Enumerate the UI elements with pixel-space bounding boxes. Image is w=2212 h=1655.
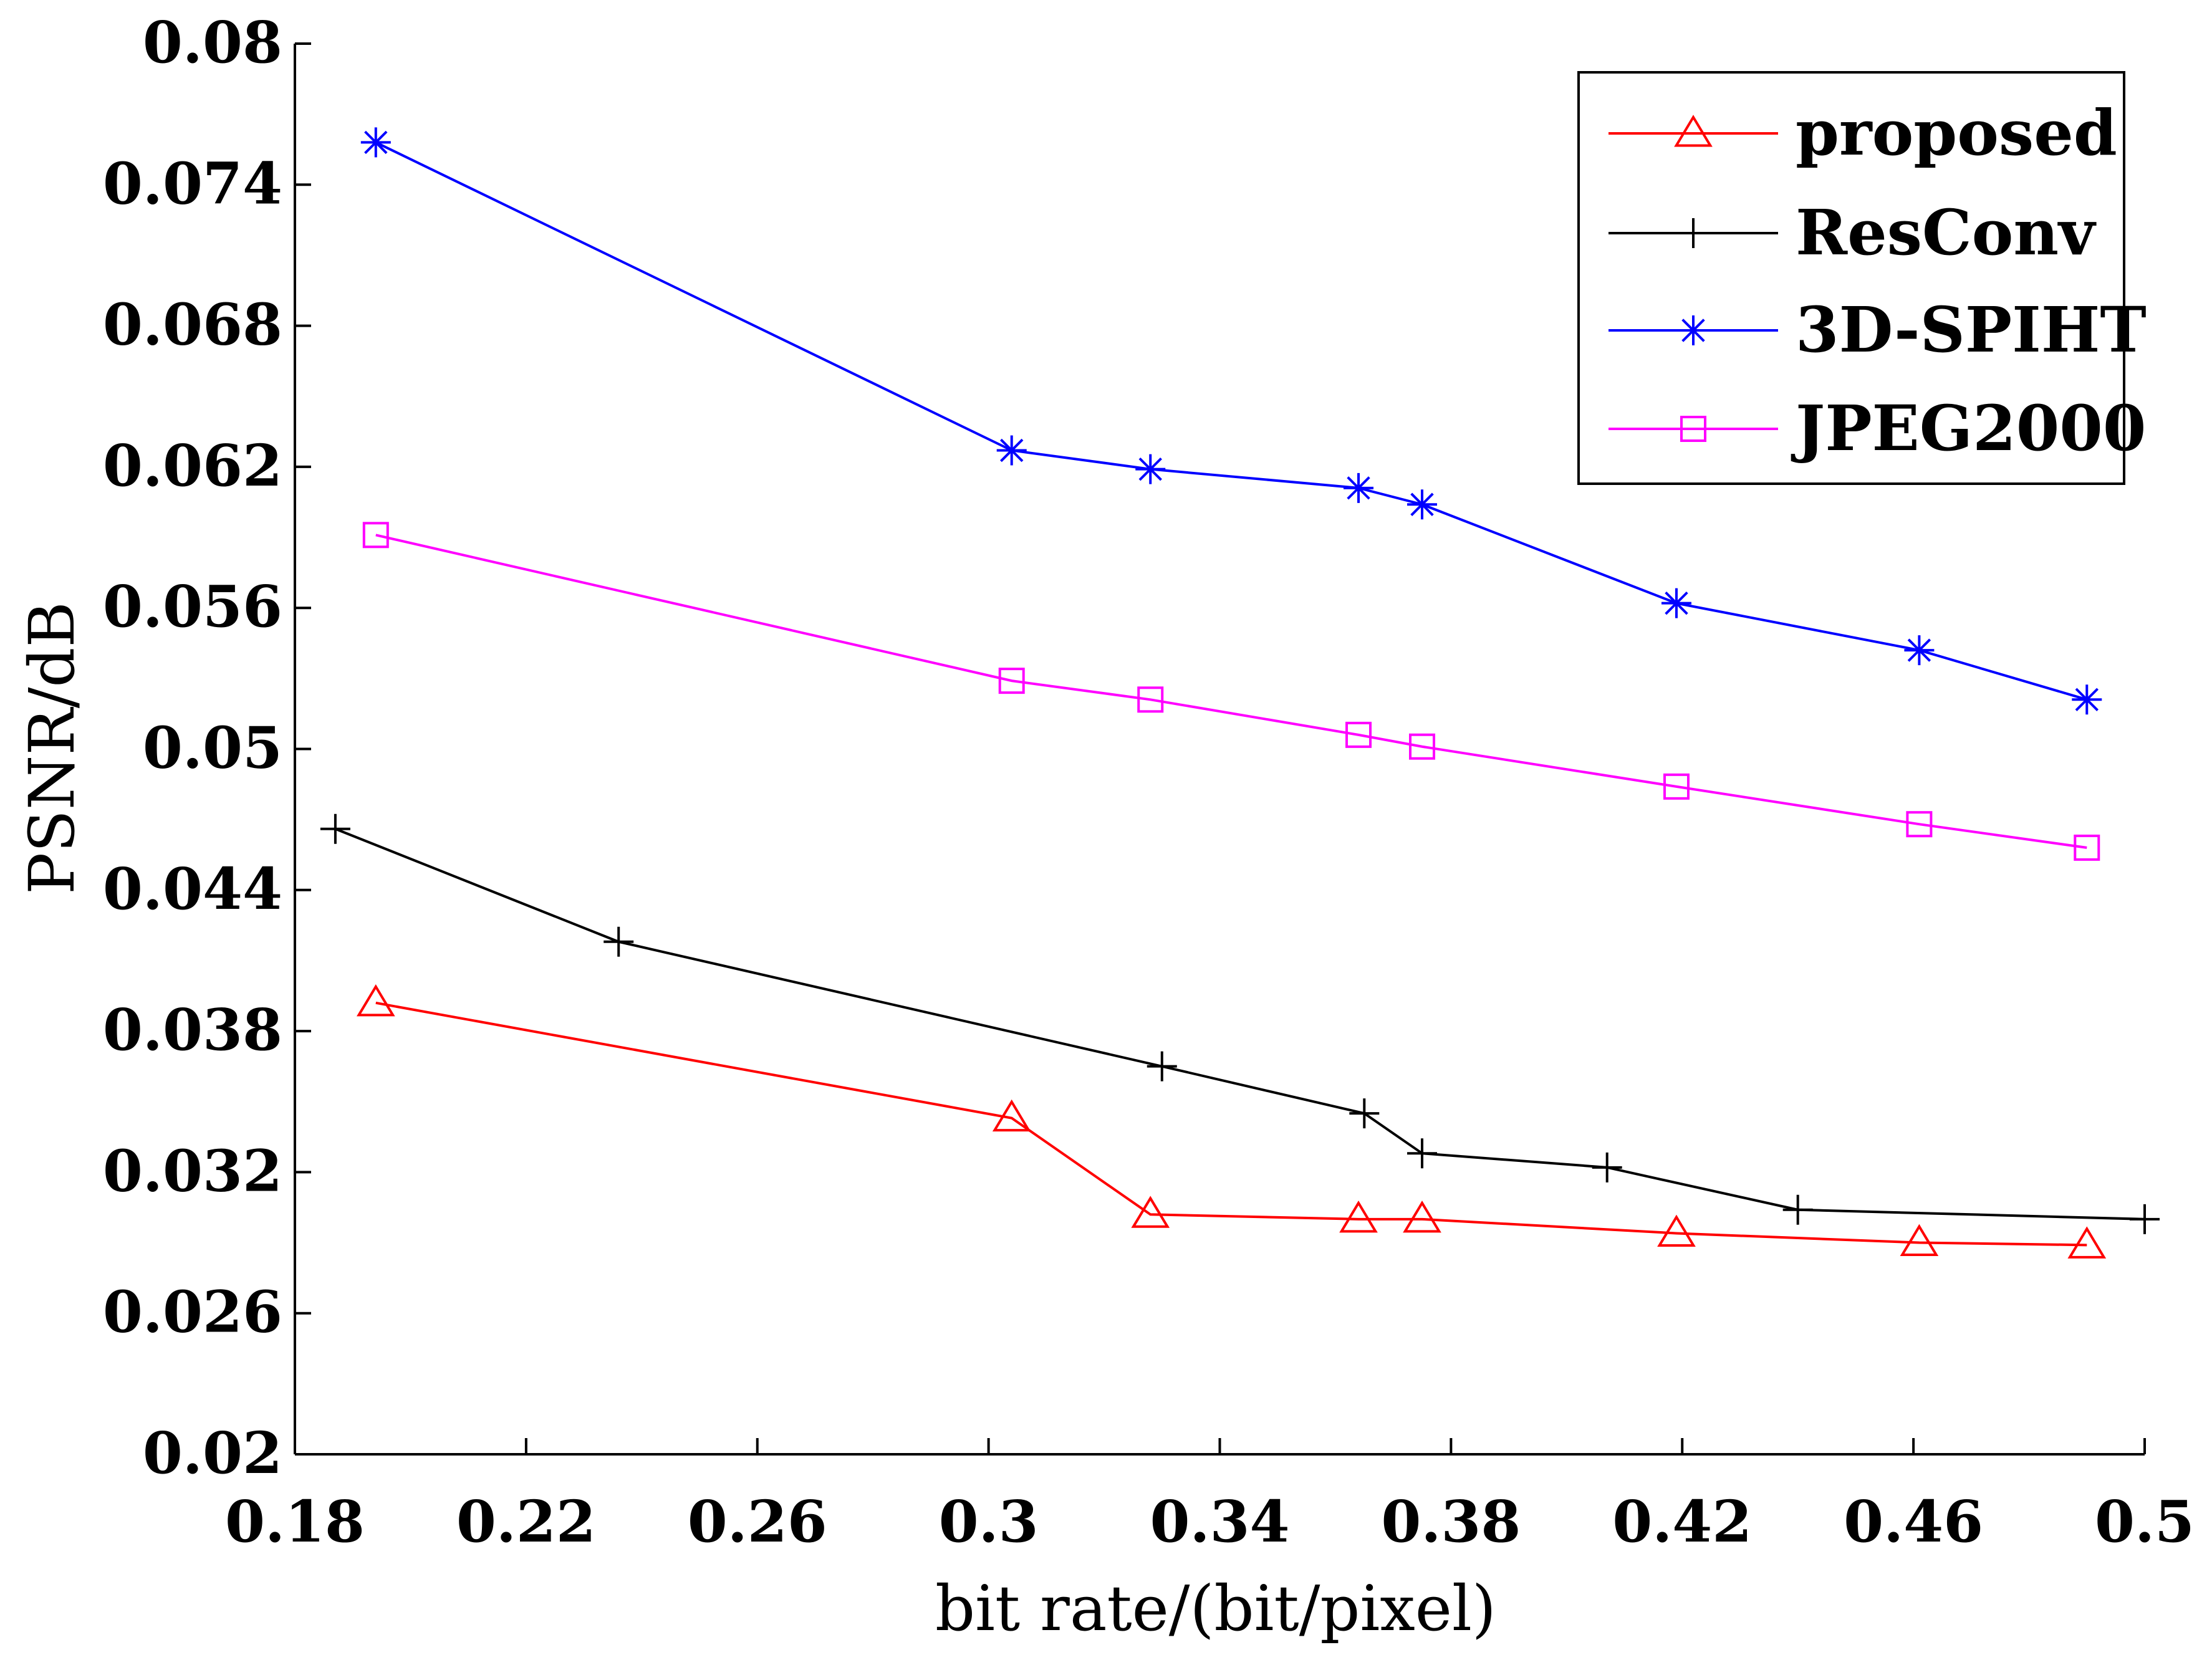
data-point-jpeg2000 xyxy=(1663,773,1690,800)
data-point-proposed xyxy=(356,984,395,1017)
x-tick-label: 0.3 xyxy=(939,1488,1039,1555)
legend-marker-jpeg2000 xyxy=(1680,416,1706,442)
legend-label-resconv: ResConv xyxy=(1796,196,2097,269)
y-tick-label: 0.068 xyxy=(103,291,282,358)
data-point-proposed xyxy=(1657,1214,1696,1247)
data-point-3d-spiht-d2 xyxy=(364,130,388,155)
data-point-jpeg2000 xyxy=(1137,686,1164,713)
y-tick-label: 0.026 xyxy=(103,1278,282,1346)
data-point-3d-spiht-d2 xyxy=(2075,688,2099,711)
data-point-resconv xyxy=(2130,1204,2160,1234)
legend-marker-proposed xyxy=(1674,115,1713,147)
data-point-proposed xyxy=(1339,1200,1378,1233)
y-tick-label: 0.038 xyxy=(103,996,282,1063)
x-tick-label: 0.38 xyxy=(1381,1488,1521,1555)
legend-label-3d-spiht: 3D-SPIHT xyxy=(1796,293,2147,367)
data-point-proposed xyxy=(1403,1200,1441,1233)
legend-label-jpeg2000: JPEG2000 xyxy=(1791,391,2146,465)
legend: proposed ResConv 3D-SPIHT JPEG2000 xyxy=(1577,71,2147,485)
series-line-resconv xyxy=(335,827,2145,1221)
y-tick-label: 0.062 xyxy=(103,432,282,499)
x-tick-label: 0.34 xyxy=(1150,1488,1289,1555)
x-tick-label: 0.22 xyxy=(456,1488,596,1555)
x-axis-title: bit rate/(bit/pixel) xyxy=(935,1572,1496,1645)
data-point-resconv xyxy=(603,926,634,957)
y-tick-label: 0.074 xyxy=(103,150,282,217)
data-point-resconv xyxy=(1407,1138,1438,1169)
data-point-3d-spiht xyxy=(1407,489,1438,520)
series-resconv xyxy=(320,813,2160,1234)
x-tick-label: 0.18 xyxy=(225,1488,365,1555)
series-layer xyxy=(320,127,2160,1259)
x-tick-label: 0.26 xyxy=(688,1488,827,1555)
series-line-proposed xyxy=(375,1001,2087,1247)
y-tick-label: 0.02 xyxy=(143,1419,282,1487)
legend-marker-3d-spiht xyxy=(1678,315,1708,345)
y-tick-label: 0.05 xyxy=(143,714,282,782)
data-point-3d-spiht xyxy=(1904,635,1935,666)
data-point-3d-spiht-d2 xyxy=(1000,438,1024,463)
data-point-proposed xyxy=(1900,1224,1939,1257)
data-point-proposed xyxy=(1131,1196,1170,1228)
data-point-3d-spiht-d2 xyxy=(1138,457,1162,481)
data-point-3d-spiht xyxy=(1344,473,1374,503)
series-proposed xyxy=(356,984,2107,1259)
data-point-resconv xyxy=(1147,1051,1177,1082)
legend-label-proposed: proposed xyxy=(1796,96,2117,170)
data-point-resconv xyxy=(1349,1098,1380,1129)
data-point-3d-spiht xyxy=(996,435,1027,466)
legend-box xyxy=(1577,71,2125,485)
y-tick-label: 0.08 xyxy=(143,9,282,76)
data-point-jpeg2000 xyxy=(2074,834,2100,861)
data-point-resconv xyxy=(1782,1194,1813,1225)
data-point-3d-spiht xyxy=(1135,454,1166,484)
data-point-resconv xyxy=(1592,1152,1622,1182)
x-ticks: 0.18 0.22 0.26 0.3 0.34 0.38 0.42 0.46 0.5 xyxy=(225,1438,2195,1555)
series-jpeg2000 xyxy=(362,522,2100,861)
data-point-jpeg2000 xyxy=(1345,721,1372,748)
data-point-proposed xyxy=(2067,1226,2107,1259)
y-tick-label: 0.044 xyxy=(103,855,282,923)
data-point-3d-spiht-d2 xyxy=(1665,591,1688,615)
data-point-jpeg2000 xyxy=(998,668,1025,694)
data-point-3d-spiht-d2 xyxy=(1907,638,1931,662)
data-point-3d-spiht xyxy=(2072,684,2102,715)
y-ticks: 0.02 0.026 0.032 0.038 0.044 0.05 0.056 0.062 0.… xyxy=(103,9,311,1487)
data-point-resconv xyxy=(320,813,350,844)
data-point-3d-spiht xyxy=(360,127,391,158)
y-tick-label: 0.032 xyxy=(103,1137,282,1204)
series-3d-spiht xyxy=(360,127,2102,715)
data-point-jpeg2000 xyxy=(1906,811,1933,838)
series-line-3d-spiht xyxy=(375,141,2087,701)
y-tick-label: 0.056 xyxy=(103,573,282,640)
x-tick-label: 0.5 xyxy=(2095,1488,2195,1555)
data-point-jpeg2000 xyxy=(1409,733,1436,760)
legend-marker-resconv xyxy=(1678,218,1708,248)
y-axis-title: PSNR/dB xyxy=(16,602,89,895)
data-point-3d-spiht-d2 xyxy=(1347,476,1370,500)
legend-marker-3d-spiht-d2 xyxy=(1681,319,1705,342)
x-tick-label: 0.42 xyxy=(1612,1488,1752,1555)
data-point-jpeg2000 xyxy=(362,522,389,549)
x-tick-label: 0.46 xyxy=(1844,1488,1983,1555)
data-point-3d-spiht-d2 xyxy=(1410,492,1434,516)
series-line-jpeg2000 xyxy=(375,534,2087,849)
data-point-3d-spiht xyxy=(1661,588,1691,618)
data-point-proposed xyxy=(992,1099,1031,1132)
